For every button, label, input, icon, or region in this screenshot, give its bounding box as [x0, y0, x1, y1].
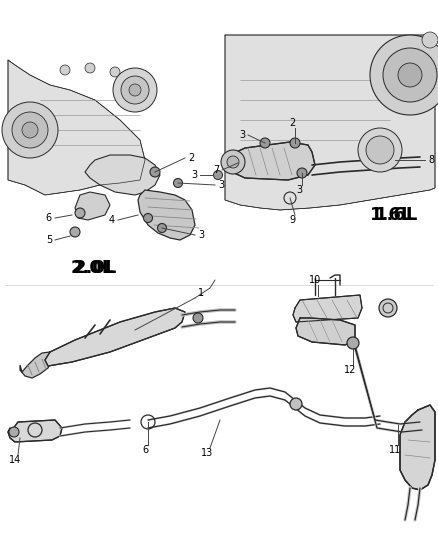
Text: 1.6L: 1.6L	[370, 206, 413, 224]
Circle shape	[110, 67, 120, 77]
Text: 1.6L: 1.6L	[375, 206, 418, 224]
Circle shape	[193, 313, 203, 323]
Polygon shape	[75, 192, 110, 220]
Circle shape	[370, 35, 438, 115]
Circle shape	[150, 167, 160, 177]
Polygon shape	[400, 405, 435, 490]
Text: 3: 3	[218, 180, 224, 190]
Circle shape	[173, 179, 183, 188]
Polygon shape	[8, 60, 145, 195]
Circle shape	[422, 32, 438, 48]
Text: 6: 6	[46, 213, 52, 223]
Text: 1: 1	[198, 288, 204, 298]
Circle shape	[213, 171, 223, 180]
Text: 8: 8	[428, 155, 434, 165]
Text: 2.0L: 2.0L	[74, 259, 117, 277]
Circle shape	[121, 76, 149, 104]
Polygon shape	[8, 420, 62, 442]
Circle shape	[113, 68, 157, 112]
Circle shape	[260, 138, 270, 148]
Text: 14: 14	[9, 455, 21, 465]
Polygon shape	[20, 352, 52, 378]
Polygon shape	[225, 35, 435, 210]
Circle shape	[75, 208, 85, 218]
Polygon shape	[296, 318, 355, 345]
Circle shape	[85, 63, 95, 73]
Text: 3: 3	[191, 170, 197, 180]
Text: 3: 3	[296, 185, 302, 195]
Circle shape	[129, 84, 141, 96]
Text: 11: 11	[389, 445, 401, 455]
Text: 13: 13	[201, 448, 213, 458]
Circle shape	[125, 75, 135, 85]
Circle shape	[383, 48, 437, 102]
Circle shape	[290, 398, 302, 410]
Circle shape	[297, 168, 307, 178]
Circle shape	[60, 65, 70, 75]
Text: 2: 2	[289, 118, 295, 128]
Circle shape	[2, 102, 58, 158]
Circle shape	[22, 122, 38, 138]
Circle shape	[221, 150, 245, 174]
Text: 3: 3	[198, 230, 204, 240]
Circle shape	[290, 138, 300, 148]
Text: 2: 2	[188, 153, 194, 163]
Polygon shape	[293, 295, 362, 322]
Circle shape	[70, 227, 80, 237]
Circle shape	[366, 136, 394, 164]
Text: 9: 9	[289, 215, 295, 225]
Text: 12: 12	[344, 365, 356, 375]
Text: 10: 10	[309, 275, 321, 285]
Circle shape	[12, 112, 48, 148]
Text: 3: 3	[239, 130, 245, 140]
Circle shape	[158, 223, 166, 232]
Text: 5: 5	[46, 235, 52, 245]
Polygon shape	[85, 155, 160, 195]
Text: 6: 6	[142, 445, 148, 455]
Circle shape	[144, 214, 152, 222]
Circle shape	[347, 337, 359, 349]
Text: 4: 4	[109, 215, 115, 225]
Polygon shape	[138, 190, 195, 240]
Text: 2.0L: 2.0L	[71, 259, 113, 277]
Polygon shape	[45, 308, 185, 366]
Circle shape	[358, 128, 402, 172]
Circle shape	[227, 156, 239, 168]
Circle shape	[398, 63, 422, 87]
Text: 7: 7	[213, 165, 219, 175]
Polygon shape	[228, 142, 315, 180]
Circle shape	[9, 427, 19, 437]
Circle shape	[379, 299, 397, 317]
